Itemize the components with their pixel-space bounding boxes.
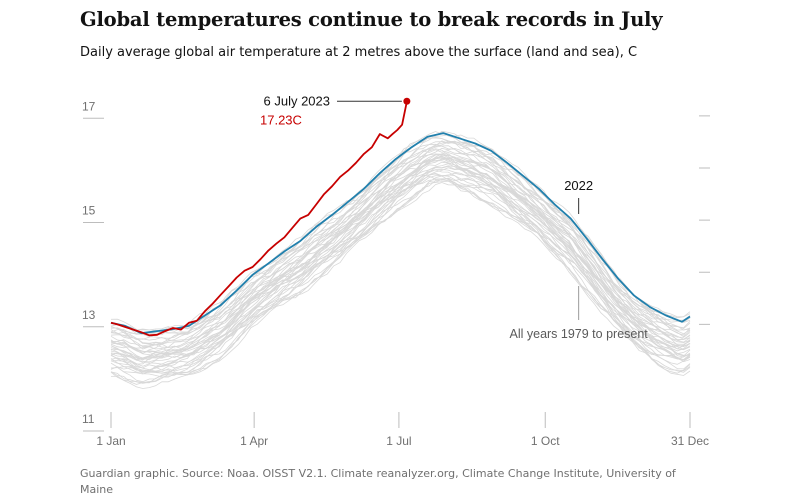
- history-line: [110, 131, 691, 335]
- y-tick-label: 13: [82, 308, 96, 322]
- data-series: [110, 97, 691, 337]
- history-line: [110, 153, 691, 359]
- right-tick-marks: [699, 115, 710, 325]
- history-line: [110, 157, 691, 365]
- history-line: [110, 179, 691, 384]
- y-tick-label: 15: [82, 204, 96, 218]
- history-line: [110, 182, 691, 389]
- history-line: [110, 157, 691, 363]
- x-axis: 1 Jan 1 Apr 1 Jul 1 Oct 31 Dec: [96, 412, 709, 448]
- history-line: [110, 134, 691, 336]
- history-line: [110, 169, 691, 373]
- chart-frame: Global temperatures continue to break re…: [80, 0, 710, 500]
- history-line: [110, 177, 691, 378]
- history-line: [110, 140, 691, 344]
- history-line: [110, 169, 691, 369]
- record-date-label: 6 July 2023: [264, 93, 331, 108]
- history-line: [110, 178, 691, 384]
- chart-title: Global temperatures continue to break re…: [80, 8, 663, 31]
- x-tick-label: 1 Jul: [386, 434, 411, 448]
- history-line: [110, 147, 691, 354]
- history-line: [110, 141, 691, 339]
- y-axis: 17 15 13 11: [82, 99, 104, 432]
- y-tick-label: 17: [82, 99, 96, 113]
- record-point: [403, 97, 411, 105]
- record-value-label: 17.23C: [260, 112, 302, 127]
- x-tick-label: 1 Jan: [96, 434, 125, 448]
- line-chart: 17 15 13 11 1 Jan 1 Apr 1 Jul 1 Oct 31 Dec 6 Ju…: [82, 93, 710, 448]
- label-2022: 2022: [564, 178, 593, 193]
- series-line-2023: [110, 101, 408, 337]
- chart-subtitle: Daily average global air temperature at …: [80, 45, 638, 60]
- series-line-2022: [110, 132, 691, 335]
- source-note: Guardian graphic. Source: Noaa. OISST V2…: [80, 467, 676, 496]
- x-tick-label: 1 Apr: [240, 434, 268, 448]
- y-tick-label: 11: [82, 412, 95, 426]
- history-line: [110, 174, 691, 383]
- history-line: [110, 130, 691, 340]
- history-lines: [110, 130, 691, 389]
- annotations: 6 July 2023 17.23C 2022 All years 1979 to p…: [260, 93, 648, 341]
- x-tick-label: 31 Dec: [671, 434, 709, 448]
- history-line: [110, 131, 691, 331]
- x-tick-label: 1 Oct: [531, 434, 560, 448]
- history-line: [110, 149, 691, 348]
- all-years-label: All years 1979 to present: [510, 327, 649, 341]
- history-line: [110, 148, 691, 350]
